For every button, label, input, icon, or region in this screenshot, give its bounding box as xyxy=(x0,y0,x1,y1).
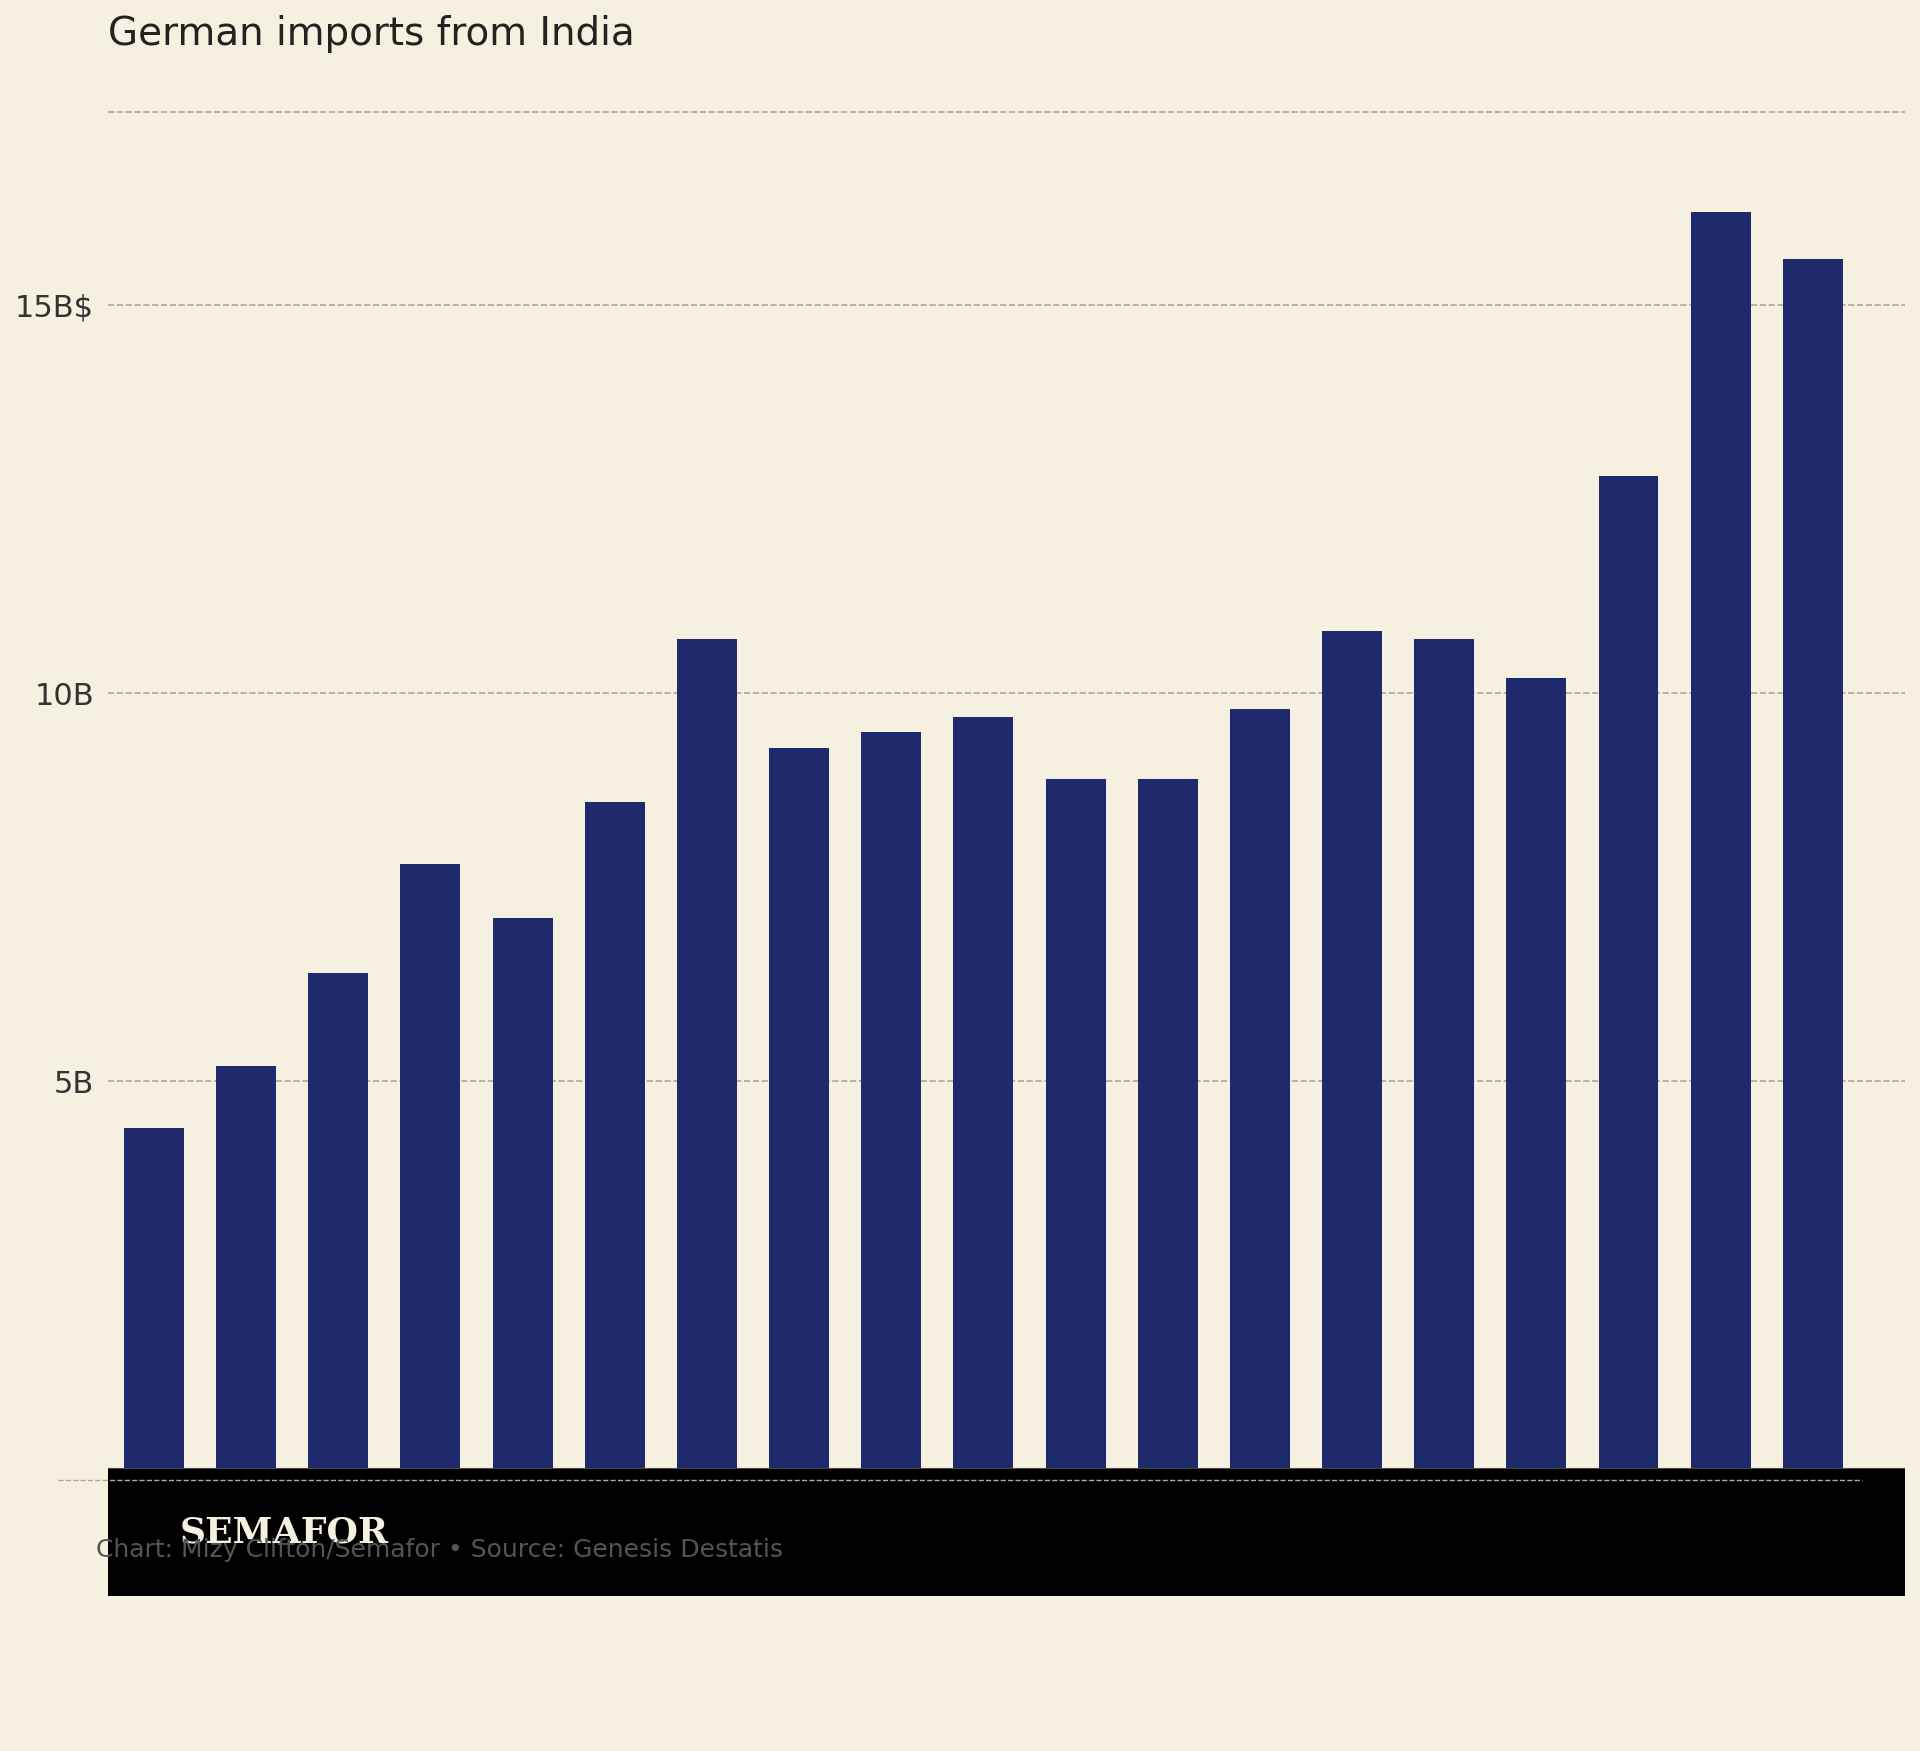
Bar xyxy=(1599,476,1659,1469)
Bar xyxy=(493,918,553,1469)
Bar xyxy=(1784,259,1843,1469)
Bar xyxy=(309,972,369,1469)
Bar xyxy=(1692,212,1751,1469)
Bar xyxy=(586,802,645,1469)
Bar xyxy=(125,1128,184,1469)
Bar xyxy=(1507,678,1567,1469)
Bar xyxy=(217,1066,276,1469)
Bar xyxy=(678,639,737,1469)
Text: SEMAFOR: SEMAFOR xyxy=(180,1515,388,1550)
Bar xyxy=(954,716,1014,1469)
Bar xyxy=(401,863,461,1469)
Bar xyxy=(862,732,922,1469)
Text: Chart: Mizy Clifton/Semafor • Source: Genesis Destatis: Chart: Mizy Clifton/Semafor • Source: Ge… xyxy=(96,1537,783,1562)
Bar xyxy=(1139,779,1198,1469)
Bar xyxy=(1046,779,1106,1469)
Text: German imports from India: German imports from India xyxy=(108,16,636,53)
Bar xyxy=(1323,632,1382,1469)
Bar xyxy=(1231,709,1290,1469)
Bar xyxy=(1415,639,1475,1469)
Bar xyxy=(770,748,829,1469)
